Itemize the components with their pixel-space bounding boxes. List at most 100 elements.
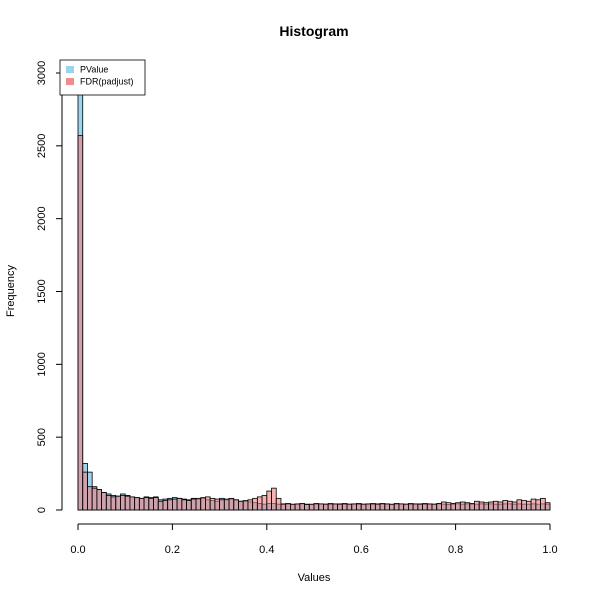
legend-box — [59, 59, 146, 96]
bar-fdr — [247, 499, 254, 511]
y-tick-label: 1500 — [36, 279, 48, 303]
bar-fdr — [186, 500, 192, 511]
x-tick-label: 0.8 — [448, 544, 463, 556]
bar-fdr — [120, 495, 126, 511]
bar-fdr — [91, 487, 98, 511]
bar-fdr — [337, 503, 343, 511]
bar-fdr — [526, 500, 532, 511]
bar-fdr — [323, 503, 329, 511]
bar-fdr — [219, 499, 225, 511]
bar-fdr — [374, 503, 381, 511]
bar-fdr — [124, 495, 131, 511]
bar-fdr — [289, 503, 296, 511]
bar-fdr — [346, 503, 353, 511]
bar-fdr — [96, 489, 102, 511]
bars-group — [77, 60, 551, 511]
bar-fdr — [544, 502, 551, 511]
bar-fdr — [105, 495, 112, 511]
bar-fdr — [417, 503, 423, 511]
bar-fdr — [483, 502, 490, 511]
axes-group: 0.0 0.2 0.4 0.6 0.8 1.0 0 500 1000 1500 2000 2500 30… — [36, 61, 558, 556]
bar-fdr — [304, 504, 310, 511]
bar-fdr — [365, 503, 372, 511]
bar-fdr — [233, 499, 239, 511]
x-tick-label: 0.6 — [354, 544, 369, 556]
bar-fdr — [516, 499, 523, 511]
bar-fdr — [351, 503, 357, 511]
bar-fdr — [426, 503, 433, 511]
bar-fdr — [407, 503, 414, 511]
bar-fdr — [157, 500, 164, 511]
bar-fdr — [143, 497, 150, 511]
bar-fdr — [507, 500, 513, 511]
bar-fdr — [205, 496, 211, 511]
bar-fdr — [261, 495, 268, 511]
bar-fdr — [535, 499, 541, 511]
bar-fdr — [318, 503, 324, 511]
bar-fdr — [115, 495, 121, 511]
bar-fdr — [280, 503, 287, 511]
bar-fdr — [214, 498, 221, 511]
bar-fdr — [450, 503, 457, 511]
y-tick-label: 3000 — [36, 61, 48, 85]
bar-fdr — [332, 503, 339, 511]
bar-fdr — [455, 502, 461, 511]
bar-fdr — [299, 503, 305, 511]
bar-fdr — [167, 499, 173, 511]
bar-fdr — [181, 499, 187, 511]
bar-fdr — [492, 500, 499, 511]
bar-fdr — [441, 501, 447, 511]
y-tick-label: 2000 — [36, 206, 48, 230]
bar-fdr — [87, 486, 93, 511]
bar-fdr — [464, 502, 471, 511]
bar-fdr — [412, 503, 419, 511]
bar-fdr — [138, 497, 145, 511]
bar-fdr — [275, 497, 282, 511]
y-axis-label: Frequency — [5, 265, 17, 317]
bar-fdr — [176, 497, 183, 511]
bar-fdr — [530, 498, 537, 511]
bar-fdr — [398, 503, 405, 511]
bar-fdr — [422, 503, 428, 511]
legend-label: FDR(padjust) — [80, 77, 134, 87]
bar-fdr — [238, 500, 244, 511]
bar-fdr — [308, 503, 315, 511]
bar-fdr — [341, 503, 348, 511]
bar-fdr — [502, 500, 508, 511]
bar-fdr — [285, 503, 291, 511]
bar-fdr — [474, 500, 480, 511]
y-tick-label: 2500 — [36, 134, 48, 158]
bar-fdr — [384, 503, 390, 511]
bar-fdr — [266, 490, 272, 511]
bar-fdr — [101, 492, 107, 511]
bar-fdr — [360, 503, 367, 511]
bar-fdr — [379, 503, 386, 511]
bar-fdr — [77, 135, 84, 511]
bar-fdr — [313, 503, 320, 511]
bar-fdr — [436, 503, 442, 511]
bar-fdr — [488, 501, 494, 511]
bar-fdr — [190, 498, 197, 511]
bar-fdr — [511, 501, 518, 511]
bar-fdr — [497, 501, 504, 511]
bar-fdr — [431, 503, 438, 511]
y-tick-label: 1000 — [36, 352, 48, 376]
bar-fdr — [469, 503, 475, 511]
legend-label: PValue — [80, 65, 108, 75]
bar-fdr — [327, 503, 334, 511]
bar-fdr — [171, 498, 178, 511]
bar-fdr — [153, 497, 159, 511]
bar-fdr — [256, 496, 263, 511]
x-axis-label: Values — [298, 572, 331, 584]
bar-fdr — [195, 497, 202, 511]
bar-fdr — [356, 503, 362, 511]
bar-fdr — [162, 500, 169, 511]
y-tick-label: 500 — [36, 428, 48, 446]
legend-swatch — [66, 66, 74, 73]
bar-fdr — [148, 497, 154, 511]
bar-fdr — [370, 503, 376, 511]
bar-fdr — [228, 497, 235, 511]
bar-fdr — [294, 503, 301, 511]
bar-fdr — [445, 502, 452, 511]
bar-fdr — [252, 497, 258, 511]
